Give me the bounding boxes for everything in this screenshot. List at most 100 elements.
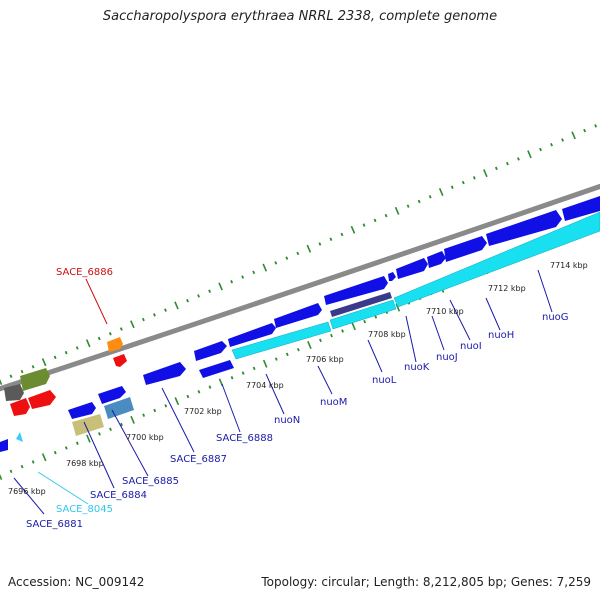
gene-nuoI[interactable]	[427, 251, 446, 268]
gene-label[interactable]: nuoI	[460, 341, 482, 352]
major-tick	[438, 188, 444, 196]
major-tick	[395, 303, 401, 312]
minor-tick	[374, 315, 378, 319]
minor-tick	[241, 371, 245, 375]
gene-steel[interactable]	[104, 397, 134, 419]
gene-purple[interactable]	[330, 292, 392, 317]
minor-tick	[108, 332, 112, 336]
gene-label[interactable]: nuoM	[320, 397, 347, 408]
gene-SACE_6885[interactable]	[98, 386, 126, 404]
tick-label: 7704 kbp	[246, 381, 284, 390]
tick-label: 7710 kbp	[426, 307, 464, 316]
minor-tick	[64, 350, 68, 355]
gene-label[interactable]: SACE_6886	[56, 267, 113, 278]
gene-cyan-nuoL[interactable]	[329, 299, 397, 330]
major-tick	[174, 397, 180, 406]
gene-cyan-small[interactable]	[16, 432, 23, 442]
minor-tick	[9, 374, 13, 379]
gene-label[interactable]: nuoN	[274, 415, 300, 426]
gene-label[interactable]: SACE_6888	[216, 433, 273, 444]
minor-tick	[31, 460, 35, 464]
gene-cyan-nuoK[interactable]	[393, 211, 600, 308]
gene-label[interactable]: SACE_6884	[90, 490, 147, 501]
gene-red-left[interactable]	[10, 398, 30, 416]
genome-backbone	[0, 183, 600, 392]
gene-gray[interactable]	[4, 384, 24, 401]
accession-text: Accession: NC_009142	[8, 575, 145, 589]
minor-tick	[97, 336, 101, 341]
gene-cyan-nuoM[interactable]	[231, 321, 332, 360]
blue-gene-set[interactable]	[0, 196, 600, 452]
major-tick	[307, 341, 312, 350]
gene-label[interactable]: nuoH	[488, 330, 514, 341]
gene-red-small[interactable]	[113, 354, 127, 367]
minor-tick	[594, 124, 598, 128]
minor-tick	[296, 251, 300, 256]
accessory-genes[interactable]	[4, 337, 134, 436]
gene-label[interactable]: nuoL	[372, 375, 397, 386]
cyan-gene-band[interactable]	[16, 211, 600, 442]
gene-SACE_6884[interactable]	[68, 402, 96, 419]
gene-nuoJ[interactable]	[396, 258, 428, 279]
minor-tick	[318, 242, 322, 246]
minor-tick	[341, 329, 344, 333]
minor-tick	[539, 147, 542, 152]
major-tick	[0, 473, 3, 480]
gene-label[interactable]: nuoJ	[436, 352, 458, 363]
minor-tick	[186, 298, 189, 303]
genome-summary-text: Topology: circular; Length: 8,212,805 bp…	[261, 575, 591, 589]
minor-tick	[329, 237, 333, 241]
gene-label[interactable]: SACE_8045	[56, 504, 113, 515]
major-tick	[262, 263, 268, 272]
minor-tick	[319, 338, 322, 343]
gene-nuoH[interactable]	[444, 236, 487, 262]
major-tick	[130, 415, 135, 424]
gene-SACE_6888a[interactable]	[194, 341, 227, 361]
gene-red-mid[interactable]	[28, 390, 56, 409]
minor-tick	[20, 464, 24, 469]
tick-label: 7708 kbp	[368, 330, 406, 339]
minor-tick	[230, 280, 234, 284]
minor-tick	[461, 180, 465, 185]
gene-SACE_6881[interactable]	[0, 439, 8, 452]
minor-tick	[274, 261, 278, 265]
gene-label[interactable]: SACE_6881	[26, 519, 83, 530]
minor-tick	[406, 204, 410, 208]
minor-tick	[119, 327, 123, 331]
gene-label[interactable]: SACE_6887	[170, 454, 227, 465]
minor-tick	[141, 317, 145, 322]
minor-tick	[197, 294, 200, 298]
minor-tick	[472, 176, 476, 180]
gene-SACE_6886[interactable]	[107, 337, 123, 352]
gene-nuoK[interactable]	[388, 272, 396, 281]
gene-nuoM[interactable]	[274, 303, 322, 328]
minor-tick	[75, 346, 79, 350]
minor-tick	[384, 213, 388, 218]
major-tick	[483, 169, 488, 178]
gene-SACE_6887[interactable]	[143, 362, 186, 385]
label-connectors	[13, 269, 553, 515]
gene-SACE_6888b[interactable]	[199, 360, 234, 378]
minor-tick	[120, 422, 123, 427]
gene-nuoG[interactable]	[486, 210, 562, 246]
gene-label[interactable]: nuoG	[542, 312, 569, 323]
major-tick	[306, 244, 312, 253]
gene-nuoN[interactable]	[228, 323, 276, 347]
gene-khaki[interactable]	[72, 414, 104, 436]
major-tick	[85, 339, 91, 348]
tick-label: 7698 kbp	[66, 459, 104, 468]
minor-tick	[583, 128, 587, 133]
minor-tick	[362, 223, 366, 227]
major-tick	[0, 378, 3, 385]
gene-nuo-next[interactable]	[562, 196, 600, 221]
minor-tick	[53, 355, 57, 360]
minor-tick	[550, 143, 553, 147]
minor-tick	[252, 366, 256, 371]
gene-nuoL[interactable]	[324, 276, 388, 305]
major-tick	[218, 282, 223, 291]
gene-label[interactable]: SACE_6885	[122, 476, 179, 487]
gene-olive[interactable]	[20, 368, 50, 391]
minor-tick	[252, 270, 256, 275]
gene-label[interactable]: nuoK	[404, 362, 430, 373]
